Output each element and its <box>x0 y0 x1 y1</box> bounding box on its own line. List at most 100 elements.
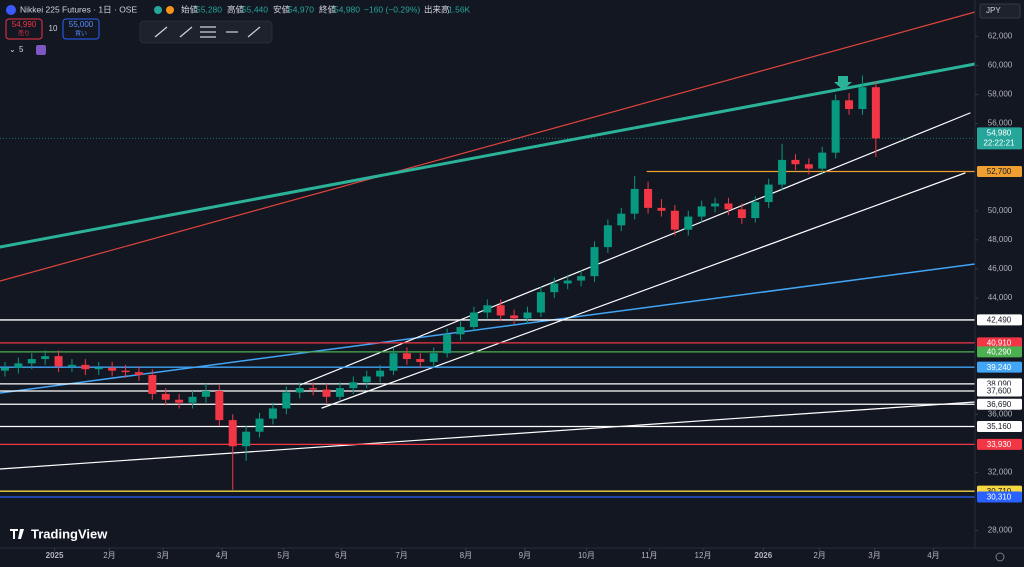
candle-body <box>858 87 867 110</box>
volume-label: 出来高 <box>424 4 450 14</box>
candle-body <box>255 418 264 432</box>
logo-mark <box>10 529 24 539</box>
trend-line <box>0 263 976 394</box>
candle-body <box>108 367 117 371</box>
x-tick-label: 6月 <box>335 551 347 560</box>
level-label: 33,930 <box>987 440 1012 449</box>
y-tick-label: 62,000 <box>988 31 1013 40</box>
candle-body <box>617 213 626 226</box>
candle-body <box>577 276 586 281</box>
indicator-count: 5 <box>19 45 24 54</box>
low-label: 安値 <box>273 4 291 14</box>
candle-body <box>54 356 63 367</box>
y-tick-label: 56,000 <box>988 119 1013 128</box>
header: Nikkei 225 Futures · 1日 · OSE 始値 55,280 … <box>5 3 1021 562</box>
level-tag <box>977 491 1022 503</box>
candle-body <box>724 203 733 210</box>
candle-body <box>871 87 880 139</box>
sell-button[interactable] <box>5 18 43 40</box>
level-tag <box>977 166 1022 178</box>
candle-body <box>818 152 827 169</box>
candle-body <box>322 389 331 397</box>
candle-body <box>94 367 103 370</box>
candle-body <box>148 375 157 394</box>
status-dot <box>154 6 162 14</box>
x-tick-label: 2月 <box>813 551 825 560</box>
level-label: 52,700 <box>987 167 1012 176</box>
last-price-label: 54,980 <box>987 128 1012 137</box>
y-tick-label: 46,000 <box>988 264 1013 273</box>
x-tick-label: 4月 <box>927 551 939 560</box>
candle-body <box>295 388 304 393</box>
level-tag <box>977 420 1022 432</box>
currency-button[interactable] <box>979 3 1021 19</box>
candle-body <box>81 364 90 370</box>
level-label: 38,090 <box>987 380 1012 389</box>
level-label: 40,290 <box>987 348 1012 357</box>
settings-button[interactable] <box>995 552 1005 562</box>
y-tick-label: 32,000 <box>988 468 1013 477</box>
candle-body <box>563 280 572 284</box>
candle-body <box>791 159 800 165</box>
level-tag <box>977 314 1022 326</box>
candle-body <box>0 367 9 371</box>
y-tick-label: 36,000 <box>988 409 1013 418</box>
candle-body <box>550 283 559 293</box>
candle-body <box>188 396 197 403</box>
candle-body <box>764 184 773 203</box>
candle-body <box>268 408 277 419</box>
candle-body <box>242 431 251 447</box>
candle-body <box>523 312 532 319</box>
last-price-tag <box>977 127 1022 150</box>
ray-tool[interactable] <box>179 26 193 38</box>
trend-line <box>0 62 977 249</box>
x-tick-label: 3月 <box>157 551 169 560</box>
candle-body <box>536 292 545 313</box>
volume: 1.56K <box>448 4 471 14</box>
x-tick-label: 9月 <box>519 551 531 560</box>
candle-body <box>376 370 385 377</box>
y-tick-label: 50,000 <box>988 206 1013 215</box>
trend-tool[interactable] <box>154 26 168 38</box>
candle-body <box>335 388 344 397</box>
x-tick-label: 5月 <box>277 551 289 560</box>
price-axis <box>975 0 1024 567</box>
level-tag <box>977 337 1022 349</box>
y-tick-label: 58,000 <box>988 90 1013 99</box>
candle-body <box>657 207 666 211</box>
buy-button[interactable] <box>62 18 100 40</box>
candle-body <box>67 364 76 367</box>
candle-body <box>630 188 639 214</box>
x-tick-label: 7月 <box>395 551 407 560</box>
open: 55,280 <box>196 4 222 14</box>
candle-body <box>215 391 224 421</box>
x-tick-label: 8月 <box>460 551 472 560</box>
level-label: 40,910 <box>987 339 1012 348</box>
candle-body <box>804 164 813 169</box>
candle-body <box>483 305 492 313</box>
level-label: 30,310 <box>987 493 1012 502</box>
candle-body <box>590 247 599 277</box>
x-tick-label: 12月 <box>695 551 712 560</box>
y-tick-label: 60,000 <box>988 61 1013 70</box>
candles <box>0 75 880 490</box>
candle-body <box>362 376 371 383</box>
currency: JPY <box>986 6 1001 15</box>
fib-tool[interactable] <box>200 26 216 38</box>
y-tick-label: 28,000 <box>988 526 1013 535</box>
candle-body <box>496 305 505 316</box>
level-label: 37,600 <box>987 387 1012 396</box>
close: 54,980 <box>334 4 360 14</box>
indicator-toggle[interactable]: ⌄ <box>9 45 16 54</box>
candle-body <box>751 202 760 219</box>
extended-tool[interactable] <box>247 26 261 38</box>
level-tag <box>977 438 1022 450</box>
candle-body <box>14 363 23 368</box>
candle-body <box>389 353 398 371</box>
level-tag <box>977 385 1022 397</box>
level-label: 36,690 <box>987 400 1012 409</box>
indicator-icon[interactable] <box>36 45 46 55</box>
sell-price: 54,990 <box>12 20 37 29</box>
candle-body <box>778 159 787 185</box>
high-label: 高値 <box>227 4 245 14</box>
